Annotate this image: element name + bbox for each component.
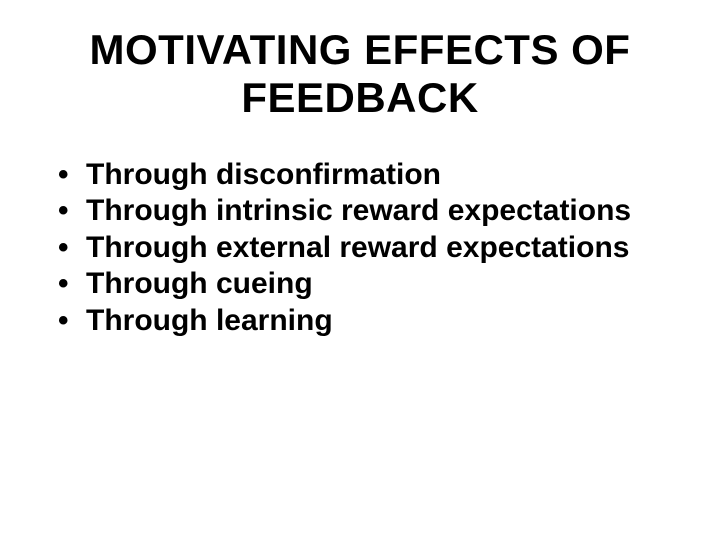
bullet-item: Through learning: [50, 303, 680, 340]
bullet-item: Through intrinsic reward expectations: [50, 193, 680, 230]
title-line-1: MOTIVATING EFFECTS OF: [90, 26, 631, 73]
bullet-item: Through cueing: [50, 266, 680, 303]
bullet-text: Through intrinsic reward expectations: [86, 194, 631, 227]
slide-title: MOTIVATING EFFECTS OF FEEDBACK: [40, 26, 680, 123]
bullet-item: Through disconfirmation: [50, 157, 680, 194]
bullet-text: Through learning: [86, 304, 333, 337]
bullet-item: Through external reward expectations: [50, 230, 680, 267]
bullet-list: Through disconfirmation Through intrinsi…: [40, 157, 680, 340]
bullet-text: Through disconfirmation: [86, 158, 441, 191]
title-line-2: FEEDBACK: [241, 74, 478, 121]
slide-container: MOTIVATING EFFECTS OF FEEDBACK Through d…: [0, 0, 720, 540]
bullet-text: Through external reward expectations: [86, 231, 629, 264]
bullet-text: Through cueing: [86, 267, 313, 300]
